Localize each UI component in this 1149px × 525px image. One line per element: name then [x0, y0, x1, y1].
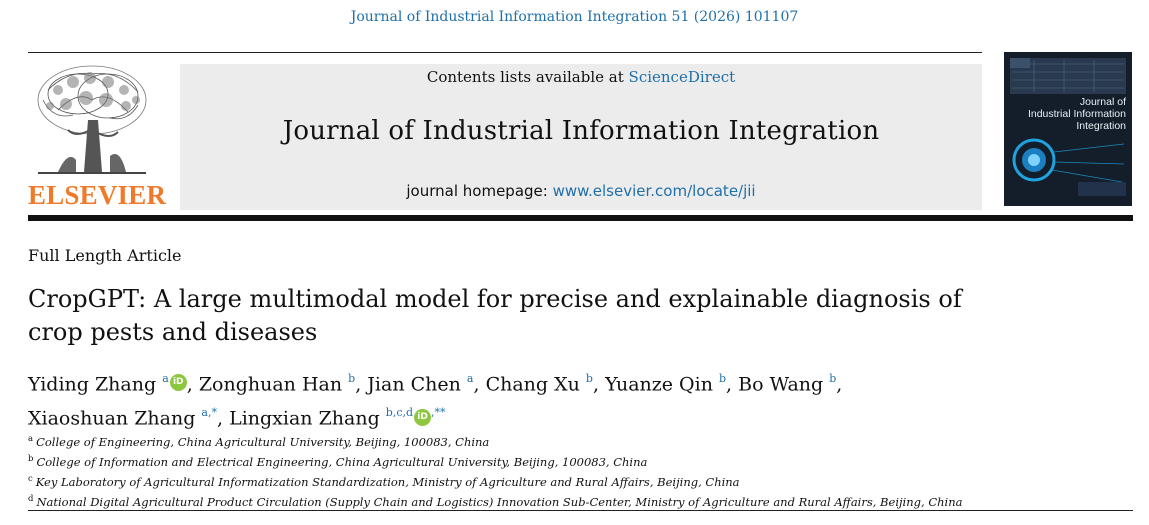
author-affiliation-marker[interactable]: a [466, 372, 474, 385]
affiliation-key: c [28, 474, 33, 485]
author-name[interactable]: Jian Chen [367, 373, 461, 396]
author-affiliation-marker[interactable]: b [719, 372, 727, 385]
contents-prefix: Contents lists available at [426, 68, 629, 86]
header-thick-divider [28, 215, 1133, 221]
paper-title: CropGPT: A large multimodal model for pr… [28, 283, 1028, 349]
author-name[interactable]: Bo Wang [738, 373, 824, 396]
affiliation-key: b [28, 454, 34, 465]
journal-title[interactable]: Journal of Industrial Information Integr… [282, 116, 880, 146]
journal-citation-link[interactable]: Journal of Industrial Information Integr… [350, 9, 799, 25]
homepage-prefix: journal homepage: [406, 182, 553, 200]
elsevier-tree-icon [37, 65, 147, 174]
homepage-link[interactable]: www.elsevier.com/locate/jii [552, 182, 756, 200]
orcid-icon[interactable]: iD [169, 374, 187, 392]
cover-title-line: Industrial Information [1027, 108, 1126, 120]
elsevier-wordmark: ELSEVIER [28, 180, 167, 210]
affiliation-text: Key Laboratory of Agricultural Informati… [35, 475, 740, 490]
affiliation-text: College of Engineering, China Agricultur… [36, 434, 490, 449]
affiliation-key: a [28, 434, 34, 444]
author-name[interactable]: Xiaoshuan Zhang [28, 407, 196, 430]
article-type: Full Length Article [28, 246, 182, 265]
footer-divider [28, 510, 1133, 511]
contents-line: Contents lists available at ScienceDirec… [180, 68, 982, 86]
affiliation-item: d National Digital Agricultural Product C… [28, 491, 1128, 511]
author-name[interactable]: Yuanze Qin [605, 373, 713, 396]
affiliation-item: b College of Information and Electrical E… [28, 451, 1128, 471]
journal-banner: Contents lists available at ScienceDirec… [180, 64, 982, 210]
cover-title-line: Integration [1076, 120, 1126, 132]
orcid-icon[interactable]: iD [414, 408, 432, 426]
author-name[interactable]: Lingxian Zhang [229, 407, 380, 430]
paper-title-line: crop pests and diseases [28, 318, 318, 346]
elsevier-logo[interactable]: ELSEVIER [28, 60, 167, 210]
author-name[interactable]: Chang Xu [485, 373, 580, 396]
sciencedirect-link[interactable]: ScienceDirect [628, 68, 736, 86]
journal-cover-image[interactable]: Journal of Industrial Information Integr… [1004, 52, 1132, 206]
author-affiliation-marker[interactable]: b [829, 372, 837, 385]
author-affiliation-marker[interactable]: a,* [201, 406, 217, 420]
homepage-line: journal homepage: www.elsevier.com/locat… [180, 182, 982, 200]
paper-title-line: CropGPT: A large multimodal model for pr… [28, 285, 962, 313]
corresponding-author-marker[interactable]: ,** [431, 406, 446, 420]
author-affiliation-marker[interactable]: b [585, 372, 593, 385]
cover-journal-title: Journal of Industrial Information Integr… [1006, 96, 1126, 132]
author-list: Yiding Zhang a iD, Zonghuan Han b, Jian C… [28, 372, 843, 430]
affiliation-text: National Digital Agricultural Product Ci… [36, 495, 963, 510]
affiliation-key: d [28, 494, 34, 505]
affiliation-item: a College of Engineering, China Agricultu… [28, 431, 1128, 451]
affiliation-item: c Key Laboratory of Agricultural Informat… [28, 471, 1128, 491]
cover-art-icon [1004, 52, 1132, 206]
header-divider [28, 52, 982, 53]
author-name[interactable]: Zonghuan Han [198, 373, 343, 396]
affiliation-text: College of Information and Electrical En… [36, 454, 648, 469]
cover-title-line: Journal of [1079, 96, 1126, 108]
author-affiliation-marker[interactable]: b [348, 372, 356, 385]
author-affiliation-marker[interactable]: a [162, 372, 169, 385]
affiliation-list: a College of Engineering, China Agricultu… [28, 431, 1128, 512]
author-affiliation-marker[interactable]: b,c,d [385, 406, 414, 420]
author-name[interactable]: Yiding Zhang [28, 373, 157, 396]
